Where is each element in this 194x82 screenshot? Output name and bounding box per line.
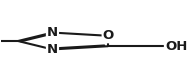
Text: N: N xyxy=(47,26,58,39)
Text: N: N xyxy=(47,43,58,56)
Text: OH: OH xyxy=(165,40,187,53)
Text: O: O xyxy=(103,29,114,42)
